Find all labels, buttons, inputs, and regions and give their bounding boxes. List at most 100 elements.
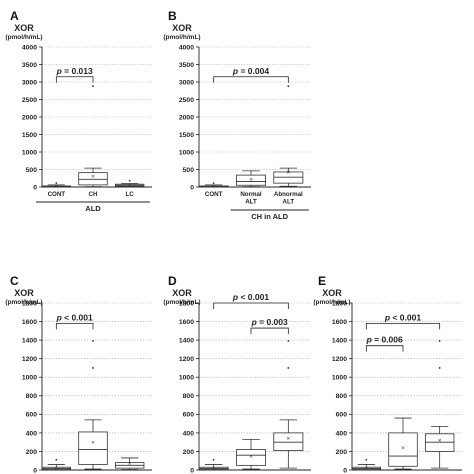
outlier-point	[212, 182, 215, 185]
box-3: ×	[114, 179, 145, 189]
y-tick-label: 1600	[22, 319, 37, 326]
box-iqr	[236, 449, 266, 466]
bracket-line	[55, 323, 94, 330]
y-tick-label: 1800	[22, 300, 37, 307]
panel-letter: E	[318, 274, 326, 288]
box-3: ×	[273, 340, 304, 469]
y-tick-label: 1000	[179, 375, 194, 382]
y-axis-unit: (pmol/h/mL)	[163, 299, 200, 306]
y-tick-label: 3000	[22, 79, 37, 86]
box-mean-marker: ×	[212, 465, 216, 472]
panel-letter: B	[168, 9, 177, 23]
box-mean-marker: ×	[212, 184, 216, 191]
outlier-point	[92, 85, 94, 88]
box-iqr	[236, 174, 266, 186]
y-tick-label: 2000	[179, 114, 194, 121]
p-symbol: p	[56, 312, 62, 322]
y-tick-label: 1000	[22, 149, 37, 156]
x-category-label: ALT	[245, 199, 257, 206]
y-tick-label: 0	[33, 467, 37, 474]
y-tick-label: 1000	[332, 375, 347, 382]
significance-bracket: p = 0.013	[55, 66, 94, 83]
p-symbol: p	[251, 317, 257, 327]
box-1: ×	[198, 182, 229, 191]
box-mean-marker: ×	[249, 177, 253, 184]
outlier-point	[128, 179, 131, 182]
box-mean-marker: ×	[364, 465, 368, 472]
p-value-label: p = 0.004	[232, 66, 269, 76]
box-2: ×	[236, 170, 266, 188]
x-category-label: CONT	[205, 191, 223, 198]
y-tick-label: 1000	[22, 375, 37, 382]
y-tick-label: 1400	[332, 338, 347, 345]
box-mean-marker: ×	[128, 182, 132, 189]
box-3: ×	[273, 85, 304, 187]
box-3: ×	[114, 457, 145, 470]
y-tick-label: 800	[26, 393, 38, 400]
y-axis-label: XOR	[322, 288, 342, 298]
box-mean-marker: ×	[128, 461, 132, 468]
y-tick-label: 0	[190, 184, 194, 191]
y-tick-label: 1400	[179, 338, 194, 345]
x-category-label: CONT	[48, 191, 66, 198]
y-axis-label: XOR	[14, 23, 34, 33]
outlier-point	[212, 458, 215, 461]
box-1: ×	[351, 458, 382, 472]
y-tick-label: 3500	[22, 62, 37, 69]
box-iqr	[78, 172, 108, 186]
significance-bracket: p < 0.001	[213, 292, 289, 309]
significance-bracket: p = 0.006	[366, 335, 404, 352]
y-tick-label: 200	[26, 449, 38, 456]
bracket-line	[55, 76, 94, 83]
y-tick-label: 600	[26, 412, 38, 419]
y-tick-label: 2000	[22, 114, 37, 121]
y-tick-label: 1800	[179, 300, 194, 307]
y-tick-label: 3500	[179, 62, 194, 69]
significance-bracket: p = 0.004	[213, 66, 289, 83]
y-tick-label: 0	[343, 467, 347, 474]
p-value-label: p < 0.001	[384, 312, 421, 322]
y-axis-label: XOR	[172, 288, 192, 298]
box-mean-marker: ×	[286, 170, 290, 177]
y-tick-label: 1200	[332, 356, 347, 363]
outlier-point	[287, 367, 290, 369]
p-value-label: p < 0.001	[232, 292, 269, 302]
y-tick-label: 400	[183, 430, 195, 437]
y-tick-label: 600	[183, 412, 195, 419]
y-tick-label: 2500	[179, 97, 194, 104]
p-value-label: p = 0.003	[251, 317, 288, 327]
y-tick-label: 1800	[332, 300, 347, 307]
y-tick-label: 600	[336, 412, 348, 419]
x-category-label: Abnormal	[274, 191, 303, 198]
y-tick-label: 800	[336, 393, 348, 400]
y-tick-label: 800	[183, 393, 195, 400]
box-1: ×	[41, 182, 72, 191]
p-value-label: p = 0.013	[56, 66, 93, 76]
bracket-line	[250, 327, 289, 335]
box-mean-marker: ×	[54, 465, 58, 472]
outlier-point	[55, 182, 58, 185]
p-symbol: p	[232, 66, 238, 76]
x-category-label: CH	[89, 191, 98, 198]
box-mean-marker: ×	[91, 439, 95, 446]
y-tick-label: 400	[336, 430, 348, 437]
box-mean-marker: ×	[249, 453, 253, 460]
panel-letter: C	[10, 274, 19, 288]
p-symbol: p	[232, 292, 238, 302]
bracket-line	[365, 323, 441, 330]
box-mean-marker: ×	[91, 174, 95, 181]
p-symbol: p	[384, 312, 390, 322]
y-tick-label: 1500	[22, 132, 37, 139]
y-tick-label: 2500	[22, 97, 37, 104]
y-tick-label: 200	[183, 449, 195, 456]
y-tick-label: 400	[26, 430, 38, 437]
y-axis-unit: (pmol/h/mL)	[163, 34, 200, 41]
box-iqr	[78, 431, 108, 465]
bracket-line	[213, 76, 289, 83]
outlier-point	[438, 367, 441, 369]
outlier-point	[92, 367, 94, 369]
